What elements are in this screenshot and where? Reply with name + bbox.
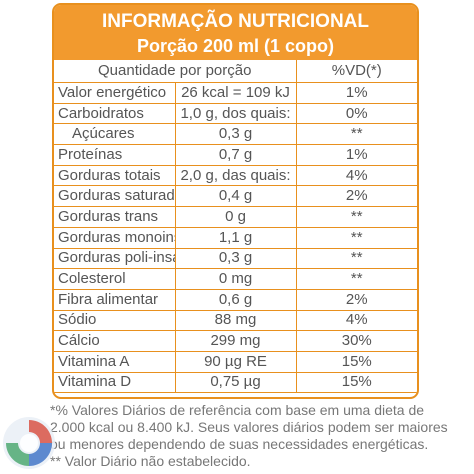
nutrient-vd: 4%: [295, 164, 417, 187]
nutrient-amount: 2,0 g, das quais:: [174, 164, 297, 187]
table-row: Cálcio 299 mg 30%: [54, 330, 417, 352]
nutrient-amount: 0,3 g: [174, 247, 297, 270]
nutrient-name: Gorduras totais: [54, 164, 176, 187]
nutrition-table: Quantidade por porção %VD(*) Valor energ…: [54, 60, 417, 394]
table-row: Colesterol 0 mg **: [54, 268, 417, 290]
nutrient-amount: 26 kcal = 109 kJ: [174, 82, 297, 104]
nutrient-vd: 1%: [295, 82, 417, 104]
nutrient-name: Gorduras poli-insaturadas: [54, 247, 176, 270]
nutrient-amount: 90 µg RE: [174, 350, 297, 373]
table-row: Gorduras trans 0 g **: [54, 206, 417, 228]
footnote-line: 2.000 kcal ou 8.400 kJ. Seus valores diá…: [50, 419, 448, 435]
table-row: Gorduras poli-insaturadas 0,3 g **: [54, 247, 417, 270]
col-quantity-header: Quantidade por porção: [54, 60, 297, 83]
nutrient-name: Proteínas: [54, 144, 176, 166]
nutrient-name: Carboidratos: [54, 102, 176, 125]
nutrient-vd: 2%: [295, 185, 417, 208]
watermark-logo-icon: [3, 417, 55, 469]
nutrient-name: Cálcio: [54, 330, 176, 352]
nutrient-amount: 0,7 g: [174, 144, 297, 166]
nutrient-vd: 2%: [295, 288, 417, 311]
nutrient-vd: **: [295, 226, 417, 249]
nutrient-name: Colesterol: [54, 268, 176, 290]
table-row: Valor energético 26 kcal = 109 kJ 1%: [54, 82, 417, 104]
nutrient-vd: 1%: [295, 144, 417, 166]
nutrition-header: INFORMAÇÃO NUTRICIONAL Porção 200 ml (1 …: [54, 5, 417, 60]
portion-size: Porção 200 ml (1 copo): [136, 36, 335, 56]
nutrient-vd: **: [295, 123, 417, 146]
table-row: Vitamina A 90 µg RE 15%: [54, 350, 417, 373]
nutrient-vd: **: [295, 206, 417, 228]
nutrient-amount: 0 g: [174, 206, 297, 228]
table-row: Sódio 88 mg 4%: [54, 309, 417, 332]
nutrient-vd: **: [295, 247, 417, 270]
nutrient-amount: 299 mg: [174, 330, 297, 352]
table-row: Gorduras monoinsaturadas 1,1 g **: [54, 226, 417, 249]
nutrient-amount: 0 mg: [174, 268, 297, 290]
nutrient-amount: 88 mg: [174, 309, 297, 332]
nutrient-name: Vitamina D: [54, 371, 176, 394]
nutrient-vd: 15%: [295, 371, 417, 394]
nutrient-name: Gorduras monoinsaturadas: [54, 226, 176, 249]
table-row: Carboidratos 1,0 g, dos quais: 0%: [54, 102, 417, 125]
table-row: Gorduras saturadas 0,4 g 2%: [54, 185, 417, 208]
table-row: Açúcares 0,3 g **: [54, 123, 417, 146]
nutrition-title: INFORMAÇÃO NUTRICIONAL: [101, 11, 370, 32]
table-row: Gorduras totais 2,0 g, das quais: 4%: [54, 164, 417, 187]
nutrient-vd: 30%: [295, 330, 417, 352]
footnote-line: ** Valor Diário não estabelecido.: [50, 453, 251, 469]
footnote: *% Valores Diários de referência com bas…: [50, 402, 448, 470]
nutrient-name: Gorduras saturadas: [54, 185, 176, 208]
table-row: Fibra alimentar 0,6 g 2%: [54, 288, 417, 311]
nutrient-vd: 15%: [295, 350, 417, 373]
nutrient-amount: 1,0 g, dos quais:: [174, 102, 297, 125]
footnote-line: ou menores dependendo de suas necessidad…: [50, 436, 429, 452]
nutrition-facts-panel: INFORMAÇÃO NUTRICIONAL Porção 200 ml (1 …: [52, 3, 419, 399]
nutrient-name: Gorduras trans: [54, 206, 176, 228]
nutrient-name: Vitamina A: [54, 350, 176, 373]
footnote-line: *% Valores Diários de referência com bas…: [50, 402, 425, 418]
nutrient-amount: 0,3 g: [174, 123, 297, 146]
nutrient-vd: 0%: [295, 102, 417, 125]
table-row: Vitamina D 0,75 µg 15%: [54, 371, 417, 394]
nutrient-vd: **: [295, 268, 417, 290]
nutrient-name: Sódio: [54, 309, 176, 332]
nutrient-amount: 0,6 g: [174, 288, 297, 311]
nutrient-name: Valor energético: [54, 82, 176, 104]
table-row: Proteínas 0,7 g 1%: [54, 144, 417, 166]
table-header-row: Quantidade por porção %VD(*): [54, 60, 417, 83]
nutrient-amount: 1,1 g: [174, 226, 297, 249]
nutrient-name: Fibra alimentar: [54, 288, 176, 311]
nutrient-name: Açúcares: [54, 123, 176, 146]
nutrient-amount: 0,75 µg: [174, 371, 297, 394]
nutrient-vd: 4%: [295, 309, 417, 332]
nutrient-amount: 0,4 g: [174, 185, 297, 208]
col-vd-header: %VD(*): [295, 60, 417, 83]
